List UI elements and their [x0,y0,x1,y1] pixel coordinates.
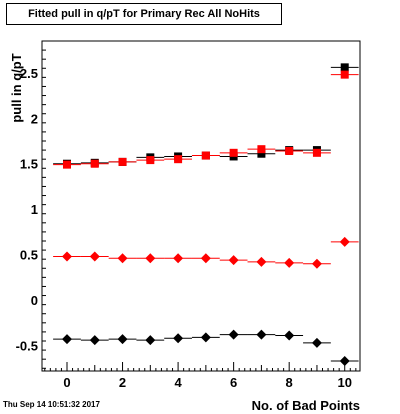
data-point [117,253,128,264]
x-tick-label: 4 [174,375,182,390]
data-point [145,335,156,346]
data-point [228,255,239,266]
data-point [61,334,72,345]
data-point [89,251,100,262]
data-point [201,151,210,160]
data-point [174,155,183,164]
data-point [256,256,267,267]
chart-title-box: Fitted pull in q/pT for Primary Rec All … [6,3,282,25]
data-layer [53,63,359,366]
data-point [117,334,128,345]
y-tick-label: 2 [31,111,38,126]
x-tick-label: 10 [337,375,351,390]
y-axis-label: pull in q/pT [9,53,24,122]
data-point [90,159,99,168]
data-point [340,63,349,72]
y-tick-label: 1 [31,202,38,217]
x-tick-label: 6 [230,375,237,390]
data-point [339,236,350,247]
y-tick-label: 0.5 [20,248,38,263]
data-point [312,148,321,157]
y-tick-label: 1.5 [20,157,38,172]
timestamp: Thu Sep 14 10:51:32 2017 [3,400,100,409]
x-axis-label: No. of Bad Points [252,398,360,413]
data-point [173,333,184,344]
data-point [200,253,211,264]
data-point [228,329,239,340]
series-2 [53,236,359,269]
y-tick-label: -0.5 [16,339,38,354]
data-point [229,148,238,157]
data-point [62,160,71,169]
series-3 [53,329,359,366]
plot-frame [41,40,361,372]
data-point [200,332,211,343]
x-tick-label: 0 [63,375,70,390]
data-point [61,251,72,262]
chart-title: Fitted pull in q/pT for Primary Rec All … [28,8,260,20]
x-tick-label: 8 [286,375,293,390]
x-tick-label: 2 [119,375,126,390]
data-point [146,156,155,165]
data-point [311,337,322,348]
data-point [311,258,322,269]
data-point [145,253,156,264]
data-point [340,70,349,79]
data-point [256,329,267,340]
data-point [284,257,295,268]
axes-layer: 0 2 4 6 8 10 -0.5 0 0.5 1 1.5 2 2.5 [16,40,357,390]
y-tick-label: 0 [31,293,38,308]
data-point [257,149,266,158]
data-point [89,335,100,346]
data-point [285,147,294,155]
y-tick-label: 2.5 [20,66,38,81]
data-point [284,330,295,341]
data-point [118,157,127,166]
series-1 [53,70,359,169]
data-point [257,145,266,154]
data-point [173,253,184,264]
data-point [339,356,350,366]
